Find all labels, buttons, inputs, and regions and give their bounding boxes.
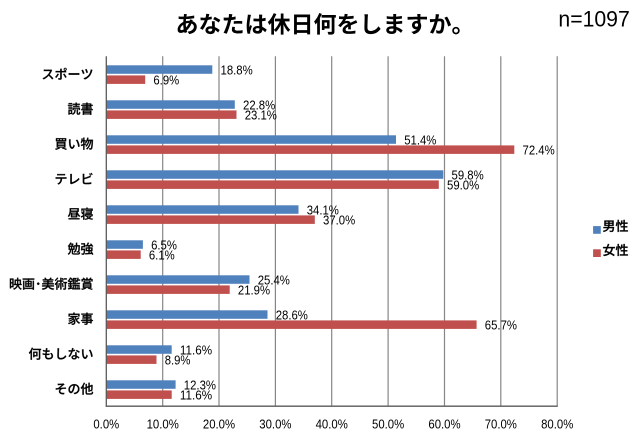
- svg-text:70.0%: 70.0%: [485, 417, 517, 431]
- svg-text:6.9%: 6.9%: [153, 74, 179, 88]
- svg-text:60.0%: 60.0%: [428, 417, 460, 431]
- svg-text:80.0%: 80.0%: [541, 417, 573, 431]
- svg-text:0.0%: 0.0%: [93, 417, 119, 431]
- svg-text:25.4%: 25.4%: [258, 274, 290, 288]
- svg-text:8.9%: 8.9%: [165, 354, 191, 368]
- svg-text:18.8%: 18.8%: [221, 64, 253, 78]
- svg-text:22.8%: 22.8%: [243, 99, 275, 113]
- svg-text:59.8%: 59.8%: [452, 169, 484, 183]
- svg-text:51.4%: 51.4%: [404, 134, 436, 148]
- svg-text:10.0%: 10.0%: [147, 417, 179, 431]
- svg-text:6.1%: 6.1%: [149, 249, 175, 263]
- svg-text:n=1097: n=1097: [558, 7, 629, 32]
- svg-text:23.1%: 23.1%: [245, 109, 277, 123]
- svg-text:21.9%: 21.9%: [238, 284, 270, 298]
- svg-text:11.6%: 11.6%: [180, 344, 212, 358]
- svg-text:72.4%: 72.4%: [523, 144, 555, 158]
- svg-text:30.0%: 30.0%: [259, 417, 291, 431]
- svg-text:59.0%: 59.0%: [447, 179, 479, 193]
- svg-text:20.0%: 20.0%: [203, 417, 235, 431]
- svg-text:11.6%: 11.6%: [180, 389, 212, 403]
- svg-text:34.1%: 34.1%: [307, 204, 339, 218]
- svg-text:28.6%: 28.6%: [276, 309, 308, 323]
- svg-text:65.7%: 65.7%: [485, 319, 517, 333]
- svg-text:6.5%: 6.5%: [151, 239, 177, 253]
- svg-text:37.0%: 37.0%: [323, 214, 355, 228]
- svg-text:50.0%: 50.0%: [372, 417, 404, 431]
- svg-text:40.0%: 40.0%: [316, 417, 348, 431]
- svg-text:12.3%: 12.3%: [184, 379, 216, 393]
